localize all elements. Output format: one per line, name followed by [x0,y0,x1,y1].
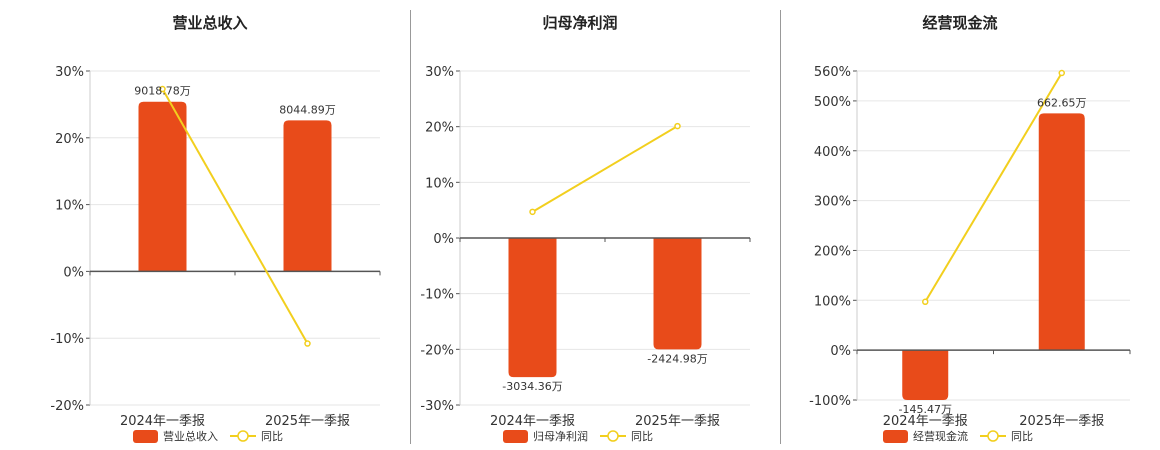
legend-bar-label: 经营现金流 [913,429,968,443]
bar-data-label: 662.65万 [1037,96,1087,109]
x-category-label: 2025年一季报 [635,414,720,429]
bar-data-label: 9018.78万 [134,85,191,98]
y-tick-label: 20% [55,132,84,147]
x-category-label: 2024年一季报 [490,414,575,429]
y-tick-label: 10% [55,199,84,214]
yoy-point [922,298,929,306]
bar-data-label: 8044.89万 [279,103,336,116]
bar-data-label: -145.47万 [899,403,952,416]
y-tick-label: -100% [809,394,851,409]
x-category-label: 2025年一季报 [1019,414,1104,429]
y-tick-label: 30% [425,65,454,80]
y-tick-label: 10% [425,176,454,191]
y-tick-label: 20% [425,121,454,136]
bar [653,238,702,350]
bar-data-label: -2424.98万 [647,352,707,365]
y-tick-label: 500% [814,95,851,110]
y-tick-label: -10% [50,332,84,347]
yoy-point [304,340,311,347]
y-tick-label: 300% [814,195,851,210]
y-tick-label: 0% [63,265,84,280]
legend-line-label: 同比 [261,430,283,443]
legend-bar-label: 营业总收入 [163,429,218,443]
yoy-point [1058,69,1065,77]
y-tick-label: -20% [50,399,84,414]
y-tick-label: -30% [420,399,454,414]
yoy-line [924,72,1063,303]
x-category-label: 2025年一季报 [265,414,350,429]
bar [902,350,949,400]
x-category-label: 2024年一季报 [120,414,205,429]
legend-bar-swatch [883,430,908,443]
legend-line-label: 同比 [631,430,653,443]
chart-title: 营业总收入 [172,14,247,32]
bar-data-label: -3034.36万 [502,380,562,393]
yoy-point [674,122,681,130]
x-category-label: 2024年一季报 [883,414,968,429]
yoy-line [161,88,309,345]
y-tick-label: 560% [814,65,851,80]
bar [1038,113,1085,351]
legend-line-label: 同比 [1011,430,1033,443]
y-tick-label: 0% [433,232,454,247]
y-tick-label: 200% [814,244,851,259]
legend-bar-swatch [503,430,528,443]
bar [283,120,332,272]
y-tick-label: 100% [814,294,851,309]
y-tick-label: 400% [814,145,851,160]
chart-title: 归母净利润 [542,14,617,32]
legend-bar-swatch [133,430,158,443]
legend-line-marker [237,430,249,442]
y-tick-label: -10% [420,288,454,303]
y-tick-label: 0% [830,344,851,359]
y-tick-label: 30% [55,65,84,80]
y-tick-label: -20% [420,343,454,358]
legend-line-marker [607,430,619,442]
legend-line-marker [987,430,999,442]
chart-title: 经营现金流 [922,14,997,32]
yoy-line [531,125,679,213]
yoy-point [159,85,166,93]
legend-bar-label: 归母净利润 [533,429,588,443]
yoy-point [529,208,536,216]
bar [508,238,557,378]
bar [138,101,187,272]
